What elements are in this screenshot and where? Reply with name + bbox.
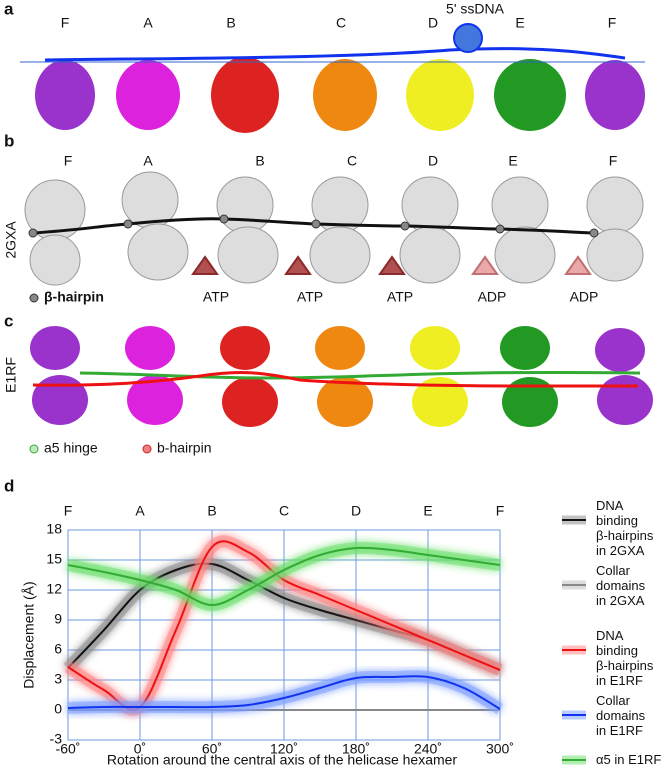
protein-row-c: [29, 326, 653, 454]
x-tick-label: 120˚: [270, 741, 298, 757]
subunit-label: F: [608, 15, 617, 31]
top-label: A: [135, 503, 145, 519]
nucleotide-label: ADP: [478, 289, 507, 305]
x-tick-label: -60˚: [56, 741, 81, 757]
legend-label: DNA binding β-hairpins in E1RF: [596, 628, 654, 688]
structure-label: E1RF: [3, 357, 19, 393]
top-label: B: [207, 503, 216, 519]
top-label: F: [496, 503, 505, 519]
x-axis-title: Rotation around the central axis of the …: [107, 752, 458, 768]
x-tick-label: 60˚: [202, 741, 222, 757]
y-tick-label: 9: [54, 611, 62, 627]
y-tick-label: 15: [46, 551, 62, 567]
subunit-label: A: [143, 15, 153, 31]
legend-label: DNA binding β-hairpins in 2GXA: [596, 498, 654, 558]
legend-label: Collar domains in 2GXA: [596, 563, 646, 608]
subunit-label: D: [428, 153, 438, 169]
subunit-label: F: [64, 153, 73, 169]
protein-row-a: [20, 23, 645, 133]
subunit-label: F: [61, 15, 70, 31]
structure-label: 2GXA: [3, 221, 19, 259]
nucleotide-label: ATP: [387, 289, 413, 305]
subunit-label: C: [347, 153, 357, 169]
legend-label: α5 in E1RF: [596, 752, 662, 767]
subunit-label: F: [609, 153, 618, 169]
subunit-label: D: [428, 15, 438, 31]
y-tick-label: 6: [54, 641, 62, 657]
panel-label: c: [4, 311, 13, 330]
nucleotide-label: ATP: [203, 289, 229, 305]
x-tick-label: 0˚: [134, 741, 146, 757]
legend-label: b-hairpin: [157, 440, 211, 456]
top-label: C: [279, 503, 289, 519]
subunit-label: B: [226, 15, 235, 31]
y-axis-title: Displacement (Å): [21, 581, 37, 688]
legend-label: a5 hinge: [44, 440, 98, 456]
nucleotide-label: ADP: [570, 289, 599, 305]
y-tick-label: 18: [46, 521, 62, 537]
subunit-label: E: [515, 15, 524, 31]
annotation: 5' ssDNA: [446, 1, 505, 17]
x-tick-label: 300˚: [486, 741, 514, 757]
y-tick-label: 12: [46, 581, 62, 597]
legend-label: Collar domains in E1RF: [596, 693, 646, 738]
subunit-label: E: [508, 153, 517, 169]
panel-label: a: [4, 0, 14, 18]
y-tick-label: 0: [54, 701, 62, 717]
top-label: F: [64, 503, 73, 519]
subunit-label: B: [255, 153, 264, 169]
nucleotide-label: ATP: [297, 289, 323, 305]
y-tick-label: -3: [50, 731, 63, 747]
x-tick-label: 180˚: [342, 741, 370, 757]
x-tick-label: 240˚: [414, 741, 442, 757]
protein-row-b: [24, 171, 644, 303]
subunit-label: A: [143, 153, 153, 169]
y-tick-label: 3: [54, 671, 62, 687]
panel-label: b: [4, 131, 14, 150]
series-line: [67, 675, 501, 710]
top-label: D: [351, 503, 361, 519]
panel-label: d: [4, 476, 14, 495]
series-line: [67, 546, 501, 607]
top-label: E: [423, 503, 432, 519]
legend-label: β-hairpin: [44, 289, 104, 305]
subunit-label: C: [336, 15, 346, 31]
